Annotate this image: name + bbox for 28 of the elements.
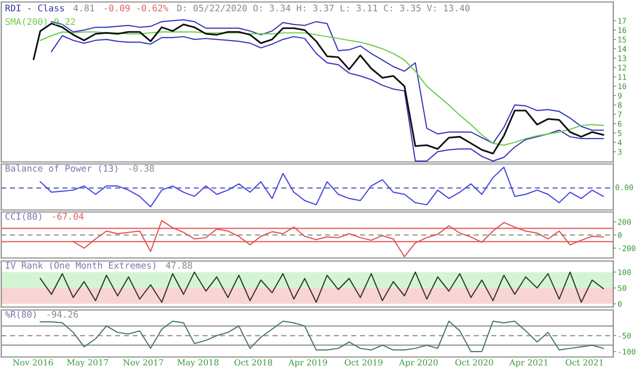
annotation: D: 05/22/2020 O: 3.34 H: 3.37 L: 3.11 C: 3.35 V: 13.40 [177, 4, 470, 12]
x-tick-label: Oct 2019 [344, 359, 382, 366]
chart-title: %R(80) [5, 310, 36, 319]
line-series [50, 35, 604, 162]
chart-title: CCI(80) [6, 212, 42, 221]
x-tick-label: Apr 2021 [509, 359, 548, 368]
annotation: -0.38 [128, 164, 154, 172]
annotation: -67.04 [52, 212, 84, 220]
x-tick-label: Oct 2021 [566, 359, 603, 366]
x-tick-label: Oct 2018 [234, 359, 272, 366]
line-series [72, 220, 604, 258]
x-tick-label: Oct 2020 [455, 359, 494, 366]
series-label: SMA(200) 9.22 [6, 18, 75, 26]
annotation: -94.26 [47, 310, 78, 318]
x-tick-label: May 2017 [67, 359, 108, 368]
x-tick-label: Nov 2017 [123, 359, 164, 366]
annotation: -0.09 -0.62% [104, 4, 168, 12]
x-tick-label: Apr 2019 [288, 359, 328, 368]
chart-title: RDI - Class [6, 4, 64, 12]
x-tick-label: Nov 2016 [12, 359, 53, 366]
annotation: 47.88 [166, 262, 192, 269]
annotation: 4.81 [74, 4, 94, 12]
line-series [40, 272, 604, 303]
x-tick-label: May 2018 [177, 359, 218, 368]
chart-title: IV Rank (One Month Extremes) [6, 262, 156, 270]
x-tick-label: Apr 2020 [399, 359, 438, 368]
line-series [40, 320, 604, 352]
chart-title: Balance of Power (13) [6, 164, 118, 173]
